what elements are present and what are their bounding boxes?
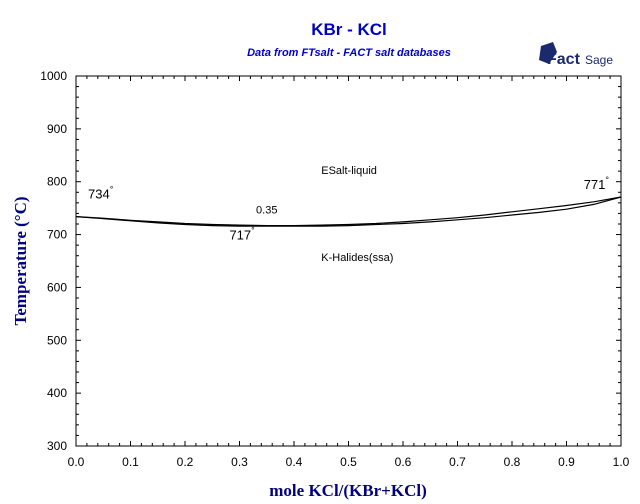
point-annotation: 717° bbox=[229, 226, 255, 243]
phase-boundary-line-2 bbox=[75, 196, 622, 227]
y-tick-label: 800 bbox=[47, 175, 67, 189]
region-label: ESalt-liquid bbox=[321, 165, 377, 177]
point-annotation-value: 771 bbox=[584, 177, 606, 192]
x-tick-label: 0.3 bbox=[231, 455, 248, 469]
x-tick-label: 0.5 bbox=[340, 455, 357, 469]
chart-subtitle: Data from FTsalt - FACT salt databases bbox=[247, 47, 451, 59]
y-tick-label: 600 bbox=[47, 280, 67, 294]
degree-symbol: ° bbox=[251, 226, 255, 236]
x-tick-label: 0.0 bbox=[68, 455, 85, 469]
x-tick-label: 0.9 bbox=[558, 455, 575, 469]
chart-title: KBr - KCl bbox=[311, 20, 387, 39]
x-tick-label: 0.1 bbox=[122, 455, 139, 469]
point-annotation: 734° bbox=[88, 185, 114, 202]
phase-boundary-line-1 bbox=[75, 196, 622, 227]
x-tick-label: 0.8 bbox=[504, 455, 521, 469]
factsage-logo-mark-icon bbox=[539, 42, 557, 64]
y-tick-label: 1000 bbox=[40, 69, 67, 83]
point-annotation-value: 734 bbox=[88, 187, 110, 202]
factsage-logo-sage: Sage bbox=[585, 53, 613, 67]
degree-symbol: ° bbox=[605, 175, 609, 185]
point-annotation: 0.35 bbox=[256, 205, 277, 217]
x-tick-label: 0.4 bbox=[286, 455, 303, 469]
y-tick-label: 500 bbox=[47, 333, 67, 347]
y-axis: 300 400 500 600 700 800 900 1000 bbox=[40, 69, 621, 453]
x-tick-label: 0.2 bbox=[177, 455, 194, 469]
x-axis-title: mole KCl/(KBr+KCl) bbox=[269, 481, 426, 500]
region-labels: ESalt-liquid K-Halides(ssa) bbox=[321, 165, 393, 264]
degree-symbol: ° bbox=[110, 185, 114, 195]
factsage-logo: Fact Sage bbox=[539, 42, 613, 68]
point-annotation-value: 0.35 bbox=[256, 205, 277, 217]
x-tick-label: 0.7 bbox=[449, 455, 466, 469]
x-tick-label: 0.6 bbox=[395, 455, 412, 469]
x-tick-label: 1.0 bbox=[613, 455, 630, 469]
y-tick-label: 700 bbox=[47, 228, 67, 242]
region-label: K-Halides(ssa) bbox=[321, 252, 393, 264]
x-axis: 0.0 0.1 0.2 0.3 0.4 0.5 0.6 0.7 0.8 0.9 1.0 bbox=[68, 76, 630, 469]
y-axis-title: Temperature (°C) bbox=[11, 196, 30, 325]
point-annotation: 771° bbox=[584, 175, 610, 192]
y-tick-label: 400 bbox=[47, 386, 67, 400]
factsage-logo-fact: Fact bbox=[547, 51, 581, 68]
point-annotation-value: 717 bbox=[229, 228, 251, 243]
y-tick-label: 900 bbox=[47, 122, 67, 136]
phase-boundaries bbox=[75, 196, 622, 227]
y-tick-label: 300 bbox=[47, 439, 67, 453]
